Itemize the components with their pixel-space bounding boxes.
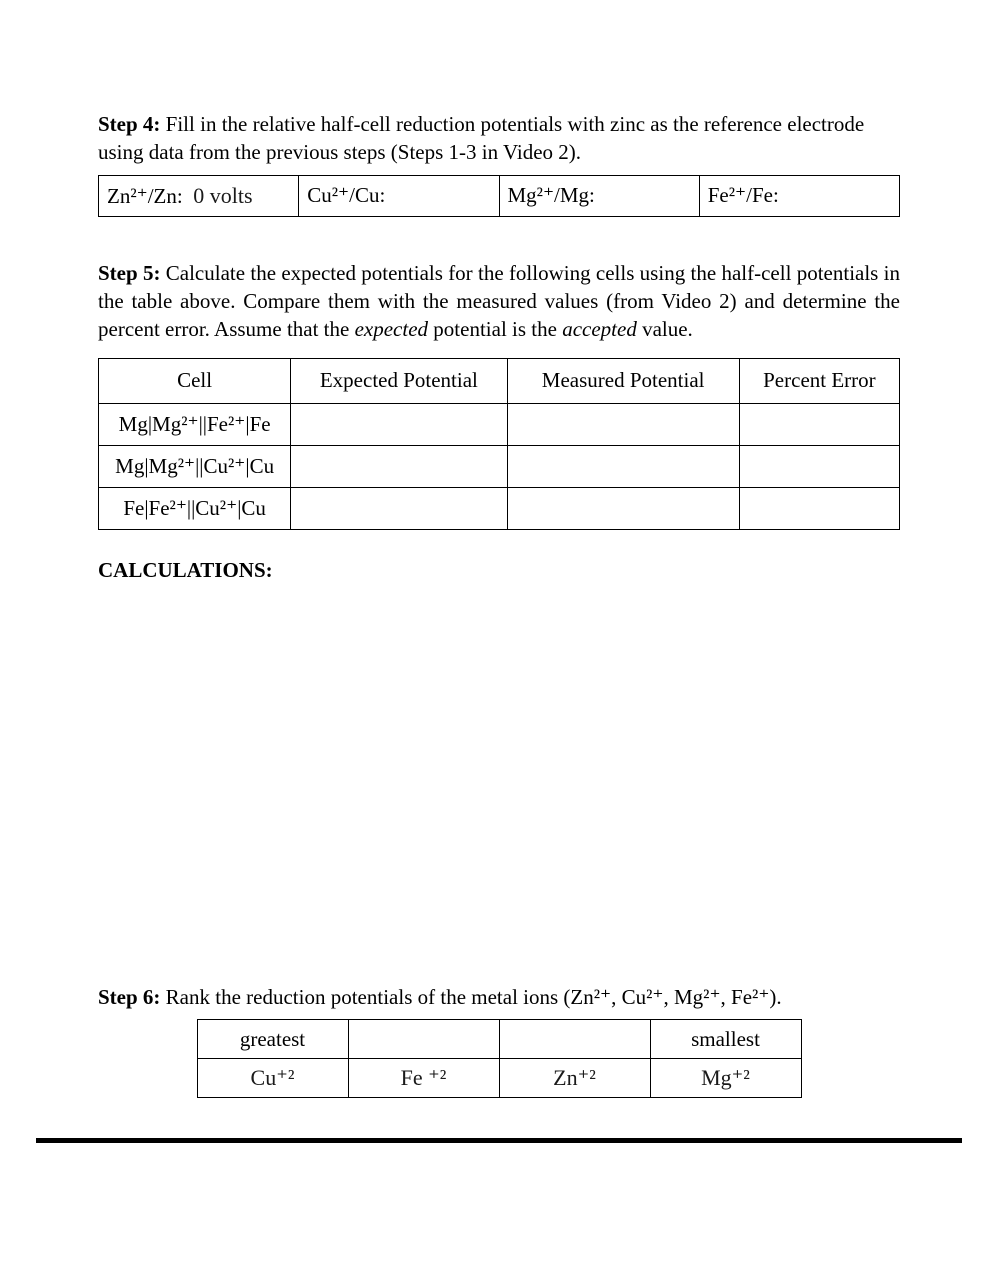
rank-cell: Fe ⁺² (348, 1059, 499, 1098)
step5-text-2: potential is the (428, 317, 562, 341)
cell-error (739, 403, 899, 445)
step5-expected-word: expected (355, 317, 428, 341)
rank-table: greatest smallest Cu⁺² Fe ⁺² Zn⁺² Mg⁺² (197, 1019, 802, 1098)
step6-paragraph: Step 6: Rank the reduction potentials of… (98, 983, 900, 1011)
rank-cell: Cu⁺² (197, 1059, 348, 1098)
col-measured: Measured Potential (507, 358, 739, 403)
table-row: Fe|Fe²⁺||Cu²⁺|Cu (99, 487, 900, 529)
col-error: Percent Error (739, 358, 899, 403)
step6-label: Step 6: (98, 985, 160, 1009)
cell-measured (507, 445, 739, 487)
rank-greatest: greatest (197, 1020, 348, 1059)
cell-label: Mg|Mg²⁺||Fe²⁺|Fe (99, 403, 291, 445)
step4-label: Step 4: (98, 112, 160, 136)
cell-label: Fe|Fe²⁺||Cu²⁺|Cu (99, 487, 291, 529)
cell-measured (507, 403, 739, 445)
rank-empty (348, 1020, 499, 1059)
step5-text-3: value. (637, 317, 693, 341)
rank-cell: Mg⁺² (650, 1059, 801, 1098)
rank-smallest: smallest (650, 1020, 801, 1059)
rank-value: Mg⁺² (701, 1065, 750, 1090)
cell-error (739, 445, 899, 487)
cell-expected (291, 403, 507, 445)
cell-expected (291, 487, 507, 529)
zn-cell: Zn²⁺/Zn: 0 volts (99, 175, 299, 216)
table-row: greatest smallest (197, 1020, 801, 1059)
cu-label: Cu²⁺/Cu: (307, 183, 385, 207)
zn-value: 0 volts (193, 183, 252, 208)
col-expected: Expected Potential (291, 358, 507, 403)
cell-label: Mg|Mg²⁺||Cu²⁺|Cu (99, 445, 291, 487)
step4-paragraph: Step 4: Fill in the relative half-cell r… (98, 110, 900, 167)
half-cell-table: Zn²⁺/Zn: 0 volts Cu²⁺/Cu: Mg²⁺/Mg: Fe²⁺/… (98, 175, 900, 217)
table-row: Cell Expected Potential Measured Potenti… (99, 358, 900, 403)
fe-label: Fe²⁺/Fe: (708, 183, 779, 207)
table-row: Cu⁺² Fe ⁺² Zn⁺² Mg⁺² (197, 1059, 801, 1098)
calculations-heading: CALCULATIONS: (98, 558, 900, 583)
fe-cell: Fe²⁺/Fe: (699, 175, 899, 216)
rank-value: Zn⁺² (553, 1065, 596, 1090)
page-container: Step 4: Fill in the relative half-cell r… (0, 0, 998, 1098)
cu-cell: Cu²⁺/Cu: (299, 175, 499, 216)
table-row: Zn²⁺/Zn: 0 volts Cu²⁺/Cu: Mg²⁺/Mg: Fe²⁺/… (99, 175, 900, 216)
step4-text: Fill in the relative half-cell reduction… (98, 112, 864, 164)
cell-expected (291, 445, 507, 487)
rank-value: Fe ⁺² (401, 1065, 447, 1090)
potentials-table: Cell Expected Potential Measured Potenti… (98, 358, 900, 530)
table-row: Mg|Mg²⁺||Fe²⁺|Fe (99, 403, 900, 445)
rank-empty (499, 1020, 650, 1059)
rank-value: Cu⁺² (251, 1065, 295, 1090)
cell-measured (507, 487, 739, 529)
rank-cell: Zn⁺² (499, 1059, 650, 1098)
step5-label: Step 5: (98, 261, 160, 285)
mg-label: Mg²⁺/Mg: (508, 183, 595, 207)
col-cell: Cell (99, 358, 291, 403)
zn-label: Zn²⁺/Zn: (107, 184, 183, 208)
footer-divider (36, 1138, 962, 1143)
calculations-space (98, 583, 900, 983)
table-row: Mg|Mg²⁺||Cu²⁺|Cu (99, 445, 900, 487)
step6-text: Rank the reduction potentials of the met… (160, 985, 781, 1009)
step5-paragraph: Step 5: Calculate the expected potential… (98, 259, 900, 344)
step5-accepted-word: accepted (562, 317, 637, 341)
mg-cell: Mg²⁺/Mg: (499, 175, 699, 216)
cell-error (739, 487, 899, 529)
